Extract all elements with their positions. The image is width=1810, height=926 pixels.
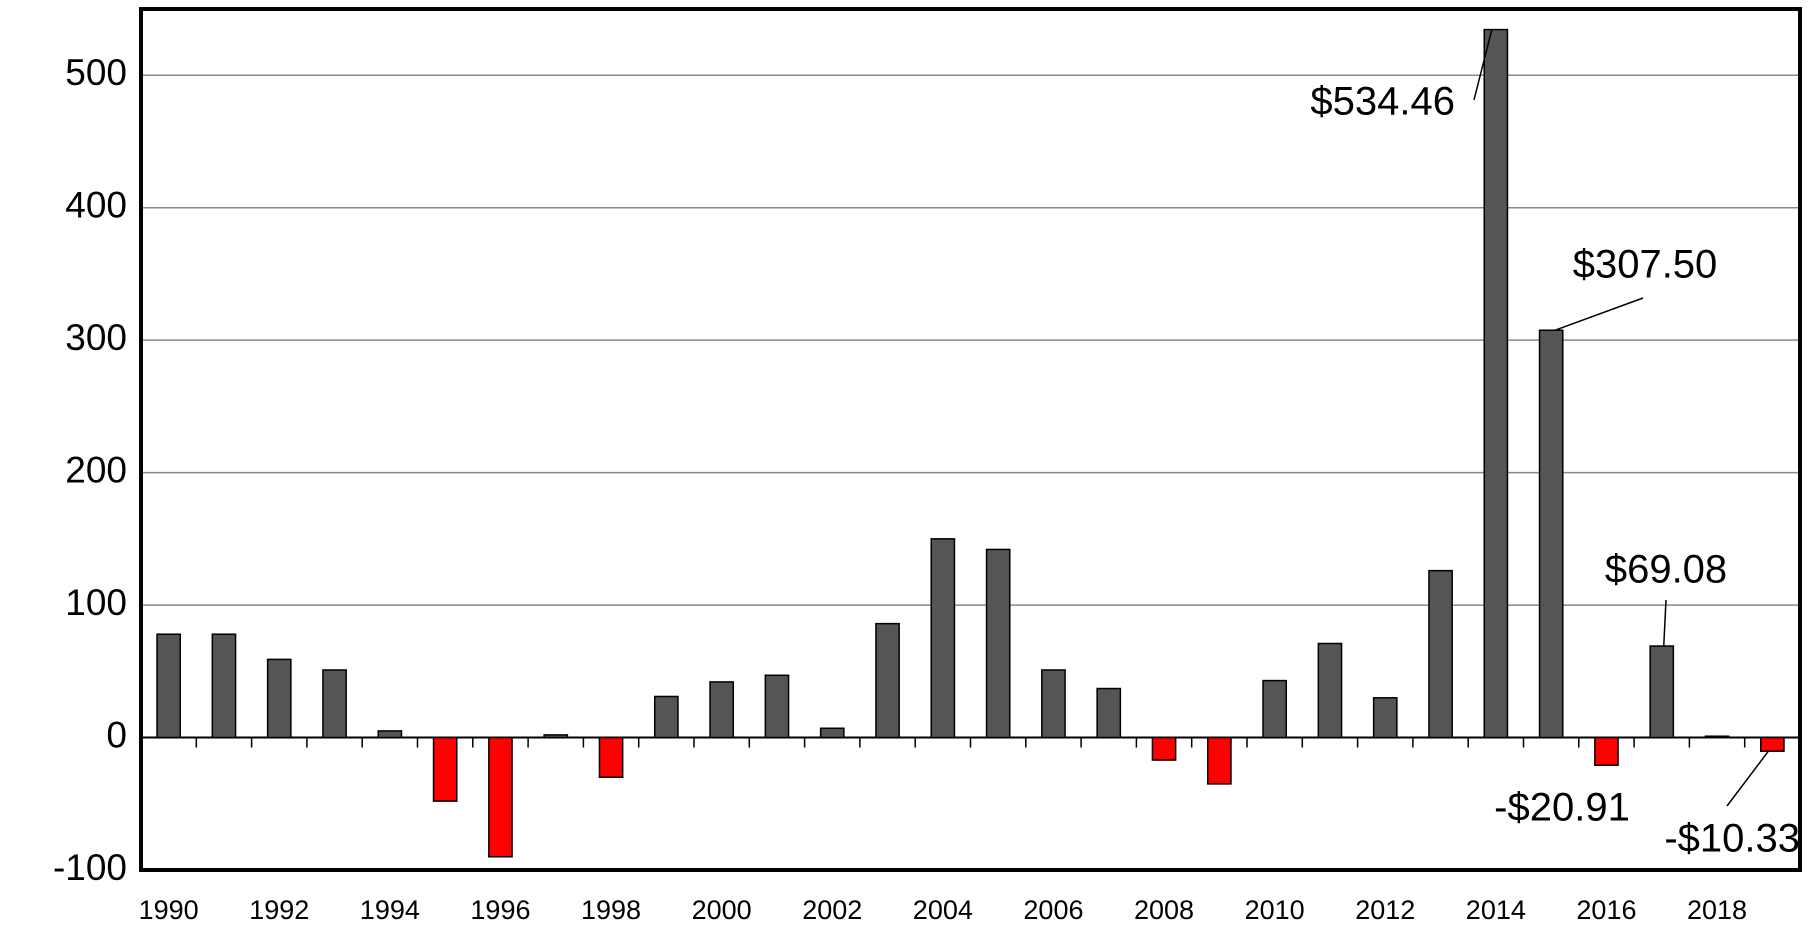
y-tick-label: 400	[65, 184, 127, 225]
bar	[930, 538, 956, 739]
bar	[1096, 687, 1122, 739]
x-tick-label: 2010	[1245, 895, 1305, 925]
x-tick-label: 2000	[692, 895, 752, 925]
y-tick-label: -100	[53, 847, 127, 888]
leader-line	[1726, 750, 1769, 807]
bar	[1704, 735, 1730, 739]
bar	[377, 730, 403, 739]
y-tick-label: 500	[65, 52, 127, 93]
value-label: $534.46	[1310, 80, 1455, 124]
bar	[653, 695, 679, 739]
bar	[1262, 679, 1288, 739]
x-tick-label: 1990	[139, 895, 199, 925]
y-tick-label: 100	[65, 582, 127, 623]
bar	[1428, 569, 1453, 739]
value-label: $69.08	[1605, 548, 1727, 592]
x-tick-label: 2016	[1576, 895, 1636, 925]
bar	[1483, 28, 1509, 739]
bar	[1206, 736, 1232, 785]
bar	[1317, 642, 1343, 739]
x-tick-label: 2008	[1134, 895, 1194, 925]
bar	[156, 633, 182, 739]
leader-line	[1554, 297, 1644, 331]
bar	[1759, 736, 1785, 752]
bar	[985, 548, 1011, 739]
x-tick-label: 2002	[802, 895, 862, 925]
value-label: $307.50	[1573, 243, 1718, 287]
x-tick-label: 1992	[249, 895, 309, 925]
x-tick-label: 1996	[470, 895, 530, 925]
bar	[875, 622, 900, 739]
y-tick-label: 300	[65, 317, 127, 358]
bar	[543, 734, 569, 739]
x-tick-label: 1994	[360, 895, 420, 925]
bar	[1372, 697, 1398, 739]
bar	[764, 674, 790, 739]
y-tick-label: 200	[65, 449, 127, 490]
bar	[322, 669, 347, 739]
leader-line	[1663, 599, 1667, 647]
bar	[1538, 329, 1564, 739]
plot-frame	[139, 7, 1802, 872]
bar	[211, 633, 237, 739]
bar	[1649, 645, 1675, 739]
bar	[1594, 736, 1619, 766]
bar	[266, 658, 292, 739]
x-tick-label: 1998	[581, 895, 641, 925]
leader-line	[1473, 29, 1493, 101]
bar	[598, 736, 624, 779]
bar	[432, 736, 458, 802]
value-label: -$10.33	[1664, 817, 1800, 861]
x-tick-label: 2018	[1687, 895, 1747, 925]
bar	[1151, 736, 1177, 761]
x-tick-label: 2014	[1466, 895, 1526, 925]
bar	[709, 681, 735, 739]
x-tick-label: 2004	[913, 895, 973, 925]
y-tick-label: 0	[106, 714, 127, 755]
bar	[488, 736, 513, 858]
bar	[819, 727, 845, 739]
bar	[1041, 669, 1066, 739]
x-tick-label: 2006	[1023, 895, 1083, 925]
value-label: -$20.91	[1494, 786, 1630, 830]
x-tick-label: 2012	[1355, 895, 1415, 925]
